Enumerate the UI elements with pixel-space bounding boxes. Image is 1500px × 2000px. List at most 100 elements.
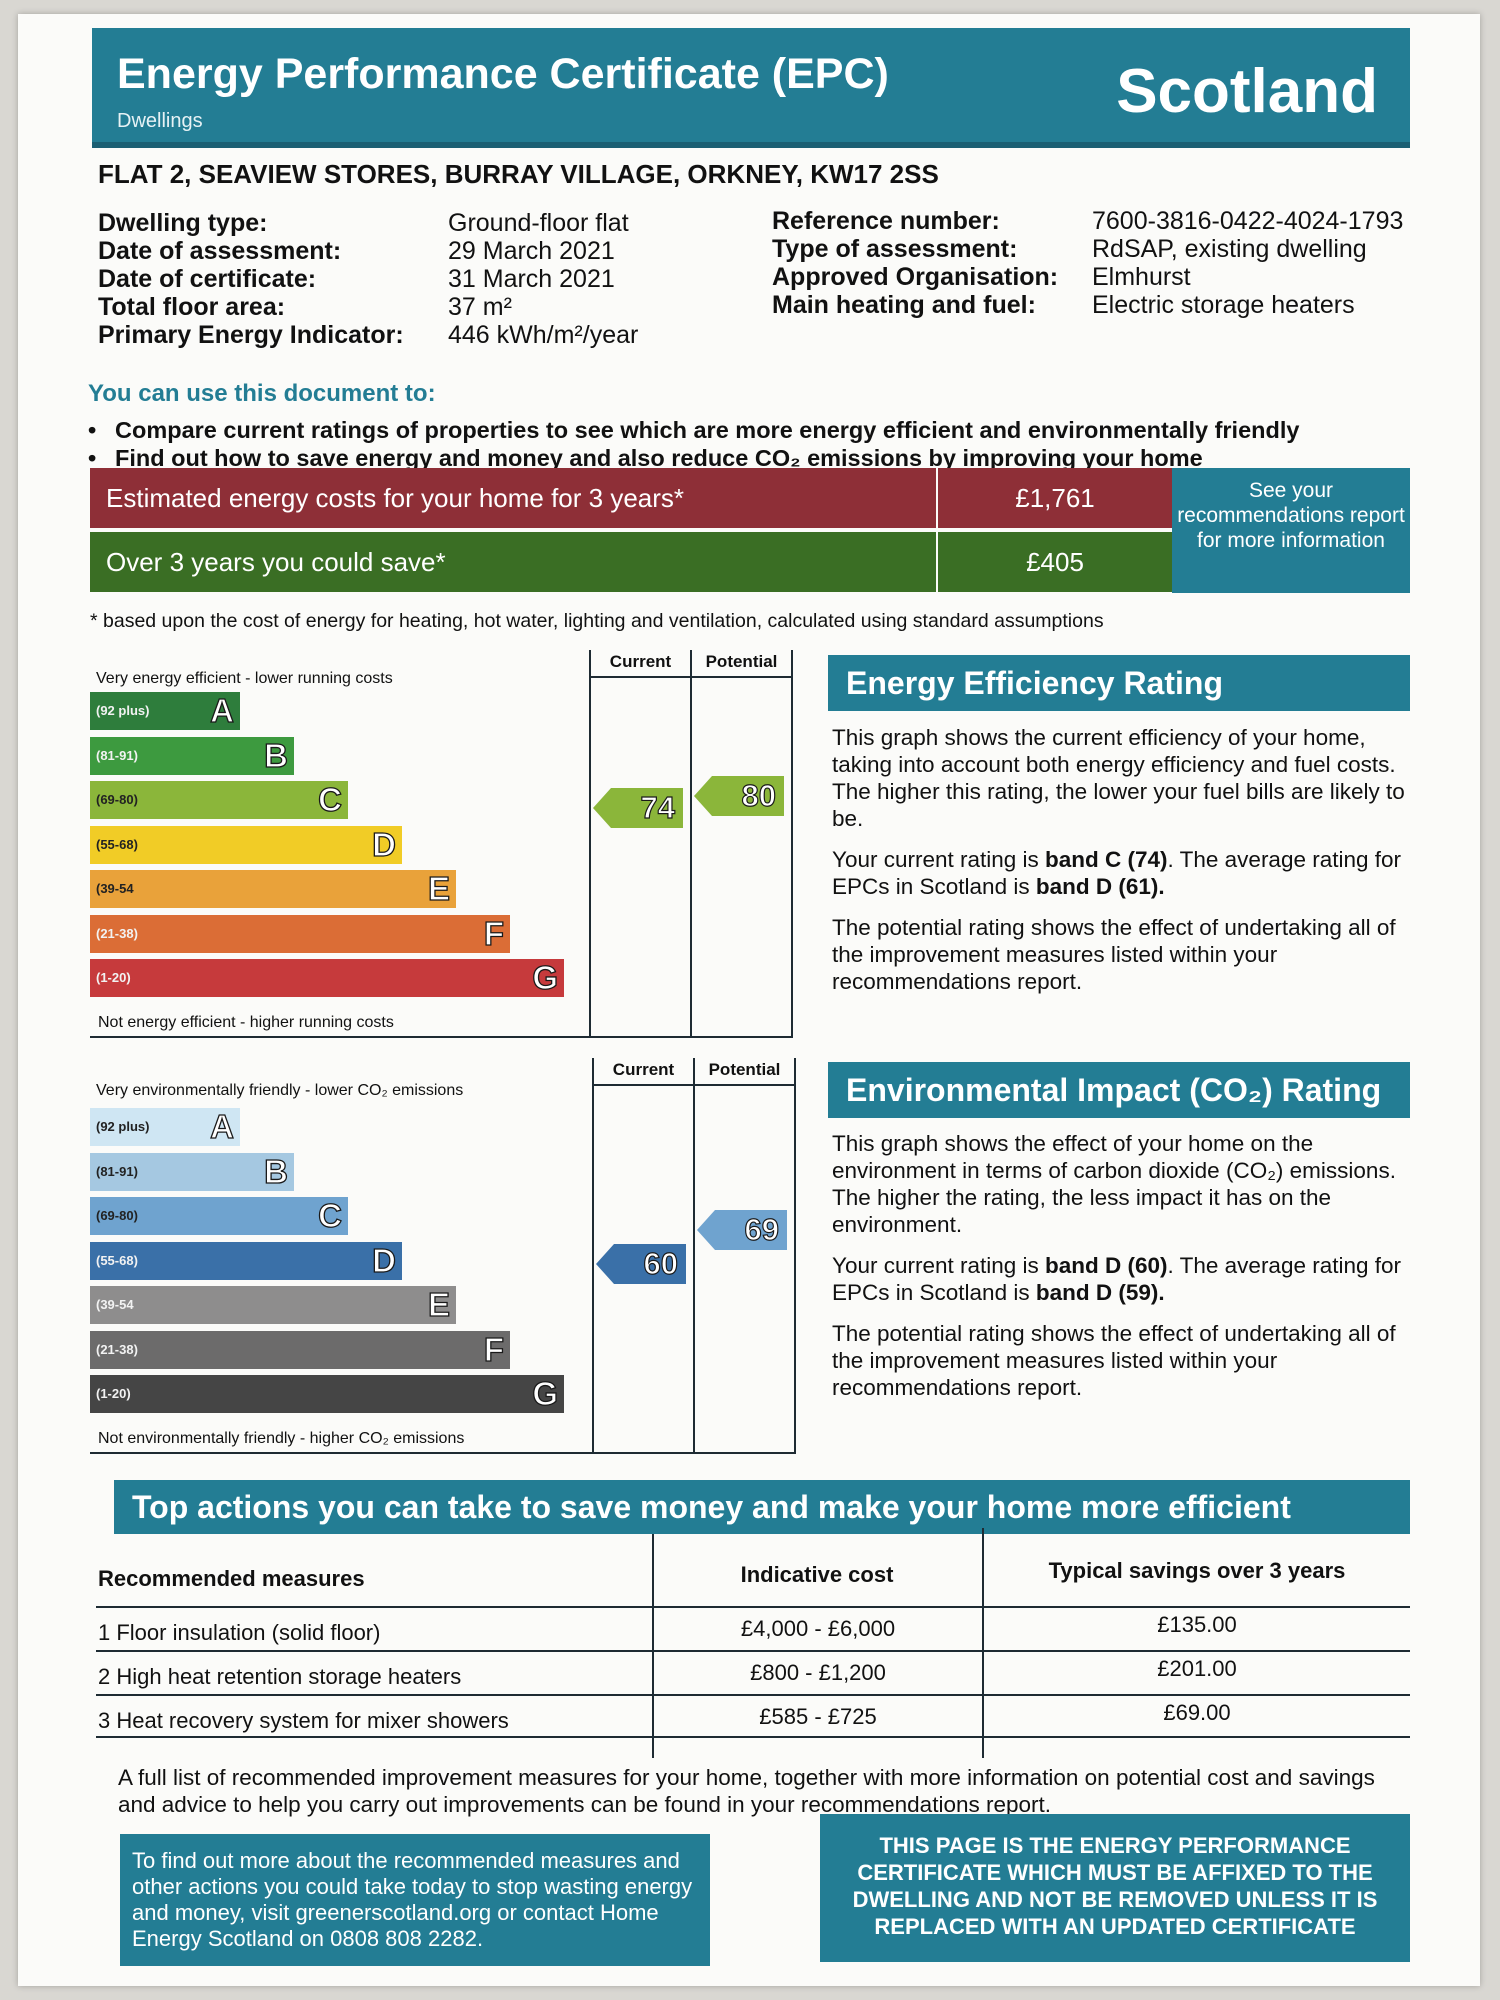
- detail-label: Dwelling type:: [98, 209, 268, 237]
- detail-value: Ground-floor flat: [448, 209, 629, 237]
- energy-rating-p1: This graph shows the current efficiency …: [832, 725, 1405, 831]
- savings-row: Over 3 years you could save* £405: [90, 532, 1172, 592]
- detail-row: Type of assessment: RdSAP, existing dwell…: [772, 235, 1403, 263]
- measures-column-header: Recommended measures: [98, 1566, 365, 1591]
- detail-value: 31 March 2021: [448, 265, 615, 293]
- band-letter: B: [264, 1152, 289, 1190]
- band-range: (92 plus): [96, 703, 150, 718]
- document-title: Energy Performance Certificate (EPC): [117, 50, 889, 98]
- detail-value: Elmhurst: [1092, 263, 1191, 291]
- band-range: (69-80): [96, 792, 138, 807]
- band-range: (39-54: [96, 881, 134, 896]
- band-letter: A: [210, 691, 235, 729]
- energy-rating-heading: Energy Efficiency Rating: [828, 655, 1410, 711]
- chart-bottom-label: Not environmentally friendly - higher CO…: [98, 1430, 465, 1447]
- measure-cost: £585 - £725: [759, 1704, 877, 1729]
- detail-row: Approved Organisation: Elmhurst: [772, 263, 1403, 291]
- measure-saving: £135.00: [1157, 1612, 1237, 1637]
- see-report-box: See your recommendations report for more…: [1172, 468, 1410, 593]
- detail-row: Date of certificate: 31 March 2021: [98, 265, 638, 293]
- band-range: (92 plus): [96, 1119, 150, 1134]
- potential-rating-arrow: 69: [697, 1210, 787, 1250]
- rating-band-f: (21-38) F: [90, 914, 510, 953]
- detail-row: Dwelling type: Ground-floor flat: [98, 209, 638, 237]
- rating-band-g: (1-20) G: [90, 958, 564, 997]
- measure-name: 3 Heat recovery system for mixer showers: [98, 1708, 509, 1733]
- epc-page: Energy Performance Certificate (EPC) Dwe…: [18, 14, 1480, 1986]
- detail-row: Main heating and fuel: Electric storage h…: [772, 291, 1403, 319]
- estimated-costs-label: Estimated energy costs for your home for…: [90, 468, 936, 528]
- band-letter: C: [318, 1196, 343, 1234]
- rating-band-d: (55-68) D: [90, 825, 402, 864]
- band-letter: B: [264, 736, 289, 774]
- detail-row: Primary Energy Indicator: 446 kWh/m²/year: [98, 321, 638, 349]
- full-list-note: A full list of recommended improvement m…: [118, 1765, 1375, 1817]
- measure-name: 2 High heat retention storage heaters: [98, 1664, 462, 1689]
- potential-rating-arrow: 80: [694, 776, 784, 816]
- band-letter: G: [532, 1374, 559, 1412]
- cost-column-header: Indicative cost: [740, 1562, 894, 1587]
- band-range: (55-68): [96, 1252, 138, 1268]
- rating-band-c: (69-80) C: [90, 780, 348, 819]
- detail-label: Date of assessment:: [98, 237, 342, 265]
- detail-row: Reference number: 7600-3816-0422-4024-179…: [772, 207, 1403, 235]
- detail-label: Approved Organisation:: [772, 263, 1059, 291]
- band-letter: D: [372, 1241, 397, 1279]
- band-range: (39-54: [96, 1297, 134, 1312]
- band-range: (1-20): [96, 1386, 131, 1401]
- band-range: (81-91): [96, 747, 138, 763]
- rating-band-e: (39-54 E: [90, 869, 456, 908]
- measure-name: 1 Floor insulation (solid floor): [98, 1620, 381, 1645]
- document-subtitle: Dwellings: [117, 110, 203, 132]
- measure-cost: £4,000 - £6,000: [740, 1616, 896, 1641]
- co2-rating-p2: Your current rating is band D (60). The …: [832, 1253, 1402, 1305]
- rating-band-b: (81-91) B: [90, 1152, 294, 1191]
- detail-value: Electric storage heaters: [1092, 291, 1355, 319]
- detail-value: 37 m²: [448, 293, 512, 321]
- band-range: (21-38): [96, 1341, 138, 1357]
- band-letter: F: [483, 914, 504, 952]
- rating-band-a: (92 plus) A: [90, 691, 240, 730]
- rating-band-b: (81-91) B: [90, 736, 294, 775]
- details-left: Dwelling type: Ground-floor flat Date of …: [98, 209, 638, 349]
- energy-rating-text: This graph shows the current efficiency …: [832, 724, 1422, 1009]
- chart-top-label: Very environmentally friendly - lower CO…: [96, 1082, 464, 1099]
- current-column-header: Current: [609, 652, 672, 671]
- detail-value: 7600-3816-0422-4024-1793: [1092, 207, 1404, 235]
- band-letter: A: [210, 1107, 235, 1145]
- savings-column-header: Typical savings over 3 years: [1048, 1558, 1346, 1583]
- measure-cost: £800 - £1,200: [750, 1660, 886, 1685]
- potential-column-header: Potential: [708, 1060, 781, 1079]
- detail-label: Main heating and fuel:: [772, 291, 1036, 319]
- details-right: Reference number: 7600-3816-0422-4024-179…: [772, 207, 1403, 319]
- band-range: (55-68): [96, 836, 138, 852]
- band-letter: E: [427, 1285, 450, 1323]
- co2-rating-text: This graph shows the effect of your home…: [832, 1130, 1422, 1415]
- rating-band-c: (69-80) C: [90, 1196, 348, 1235]
- rating-band-e: (39-54 E: [90, 1285, 456, 1324]
- energy-rating-p3: The potential rating shows the effect of…: [832, 915, 1396, 994]
- usage-bullet: Find out how to save energy and money an…: [88, 444, 1299, 472]
- co2-rating-chart: Very environmentally friendly - lower CO…: [90, 1056, 796, 1454]
- detail-label: Total floor area:: [98, 293, 286, 321]
- energy-rating-p2: Your current rating is band C (74). The …: [832, 847, 1402, 899]
- band-range: (81-91): [96, 1163, 138, 1179]
- chart-bottom-label: Not energy efficient - higher running co…: [98, 1014, 394, 1031]
- property-address: FLAT 2, SEAVIEW STORES, BURRAY VILLAGE, …: [98, 159, 939, 189]
- detail-value: RdSAP, existing dwelling: [1092, 235, 1367, 263]
- measure-saving: £201.00: [1157, 1656, 1237, 1681]
- measure-saving: £69.00: [1163, 1700, 1231, 1725]
- top-actions-heading: Top actions you can take to save money a…: [114, 1480, 1410, 1534]
- detail-label: Reference number:: [772, 207, 1000, 235]
- detail-label: Primary Energy Indicator:: [98, 321, 404, 349]
- band-range: (69-80): [96, 1208, 138, 1223]
- find-out-more-box: To find out more about the recommended m…: [120, 1834, 710, 1966]
- co2-rating-p3: The potential rating shows the effect of…: [832, 1321, 1396, 1400]
- band-letter: E: [427, 869, 450, 907]
- estimated-costs-value: £1,761: [938, 468, 1172, 528]
- affix-notice-box: THIS PAGE IS THE ENERGY PERFORMANCE CERT…: [820, 1814, 1410, 1962]
- detail-value: 446 kWh/m²/year: [448, 321, 639, 349]
- detail-label: Type of assessment:: [772, 235, 1018, 263]
- usage-bullets: Compare current ratings of properties to…: [88, 416, 1299, 472]
- usage-bullet: Compare current ratings of properties to…: [88, 416, 1299, 444]
